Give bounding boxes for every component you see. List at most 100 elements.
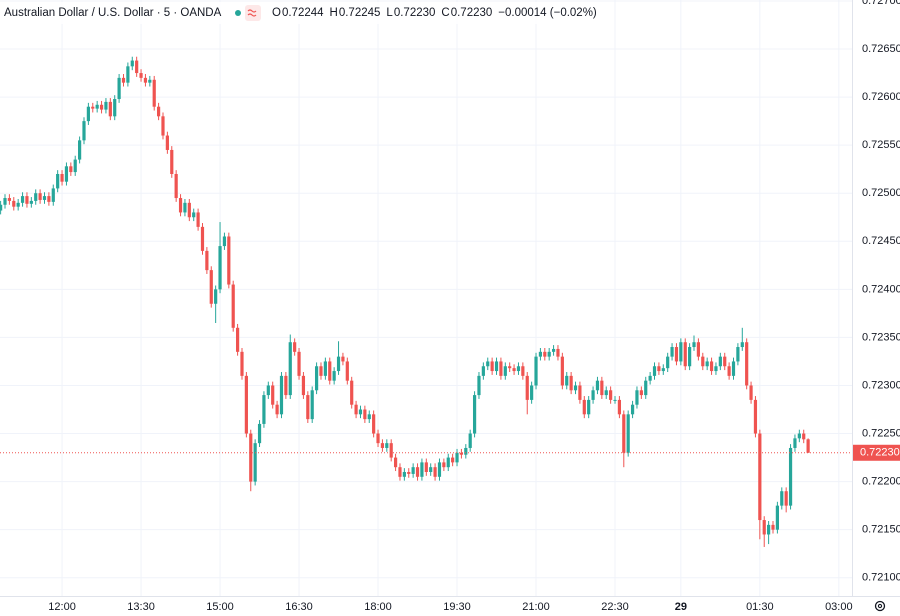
candle	[288, 334, 292, 399]
candle	[670, 343, 674, 361]
candle	[666, 352, 670, 373]
candle-body	[108, 101, 112, 117]
last-price-badge	[853, 444, 900, 461]
candle-body	[718, 356, 722, 367]
candle-body	[266, 385, 270, 396]
ohlc-key: C	[441, 7, 449, 19]
candle	[7, 194, 11, 205]
candle	[626, 410, 630, 457]
candle	[284, 372, 288, 399]
candle-body	[7, 198, 11, 201]
candle	[600, 376, 604, 399]
candle-body	[275, 404, 279, 415]
y-tick-label: 0.72500	[862, 187, 900, 199]
candle	[192, 208, 196, 222]
candle-body	[192, 212, 196, 218]
candle-body	[135, 60, 139, 74]
candle-body	[51, 188, 55, 202]
candle	[345, 357, 349, 385]
candle	[696, 338, 700, 361]
candle	[477, 372, 481, 399]
candle-body	[157, 106, 161, 117]
x-tick-label: 13:30	[127, 601, 155, 613]
y-tick-label: 0.72700	[862, 0, 900, 7]
candle	[464, 444, 468, 459]
candle-body	[126, 66, 130, 83]
candle	[275, 400, 279, 419]
candle-body	[591, 390, 595, 400]
candle-body	[148, 79, 152, 83]
gear-hub[interactable]	[877, 603, 883, 609]
gear[interactable]	[874, 600, 886, 612]
candle-body	[380, 443, 385, 448]
candle-body	[661, 368, 665, 372]
candle-body	[341, 356, 345, 362]
candle	[3, 194, 7, 209]
candle-body	[196, 212, 200, 227]
candle-body	[82, 121, 86, 141]
candle	[402, 468, 406, 481]
candle	[652, 362, 657, 380]
candle	[86, 102, 90, 125]
candle	[148, 75, 152, 87]
candle-body	[451, 457, 455, 463]
candle-body	[565, 375, 569, 386]
candle	[679, 338, 683, 366]
candle-body	[104, 101, 108, 110]
candle-body	[376, 433, 380, 444]
last-price-label: 0.72230	[860, 447, 900, 459]
candle	[512, 364, 516, 375]
candle	[740, 327, 744, 351]
candle	[214, 285, 218, 323]
candle-body	[86, 106, 90, 122]
candle	[705, 357, 709, 371]
status-icon	[247, 9, 257, 17]
y-tick-label: 0.72600	[862, 91, 900, 103]
candle	[565, 372, 569, 390]
candle	[358, 405, 363, 419]
candle-body	[130, 60, 134, 67]
candle	[73, 155, 77, 176]
candle-body	[398, 467, 402, 477]
candle-body	[512, 368, 516, 372]
candle-body	[99, 104, 104, 110]
x-tick-label: 29	[675, 601, 687, 613]
candle	[525, 372, 529, 415]
candle-body	[622, 414, 626, 453]
candle-body	[486, 361, 490, 367]
candle	[222, 232, 227, 250]
y-tick-label: 0.72450	[862, 235, 900, 247]
candle-body	[3, 198, 7, 205]
candle-body	[617, 399, 622, 415]
candle	[424, 458, 428, 476]
candle-body	[319, 366, 323, 376]
candle-body	[797, 433, 801, 439]
candle-body	[253, 443, 257, 482]
candle-body	[714, 366, 718, 372]
candle-body	[679, 342, 683, 362]
candle-body	[183, 202, 187, 213]
candle	[503, 362, 507, 380]
candle	[806, 438, 810, 453]
candle	[468, 429, 472, 452]
candle-body	[767, 524, 771, 535]
settings-icon[interactable]	[874, 600, 886, 612]
candle	[249, 429, 253, 492]
candle-body	[78, 140, 82, 160]
x-tick-label: 15:00	[206, 601, 234, 613]
candle-body	[573, 385, 578, 391]
candle-body	[551, 348, 556, 352]
candle	[34, 189, 38, 205]
candle-body	[578, 385, 582, 400]
candle-body	[626, 414, 630, 453]
x-tick-label: 22:30	[601, 601, 629, 613]
candle-body	[170, 149, 174, 174]
candle-body	[459, 452, 464, 455]
candle	[350, 376, 354, 409]
candle-body	[231, 284, 235, 328]
candle-body	[407, 471, 411, 474]
candle	[218, 222, 222, 294]
candle	[293, 338, 297, 356]
candle-body	[332, 371, 336, 381]
candle	[393, 453, 398, 472]
